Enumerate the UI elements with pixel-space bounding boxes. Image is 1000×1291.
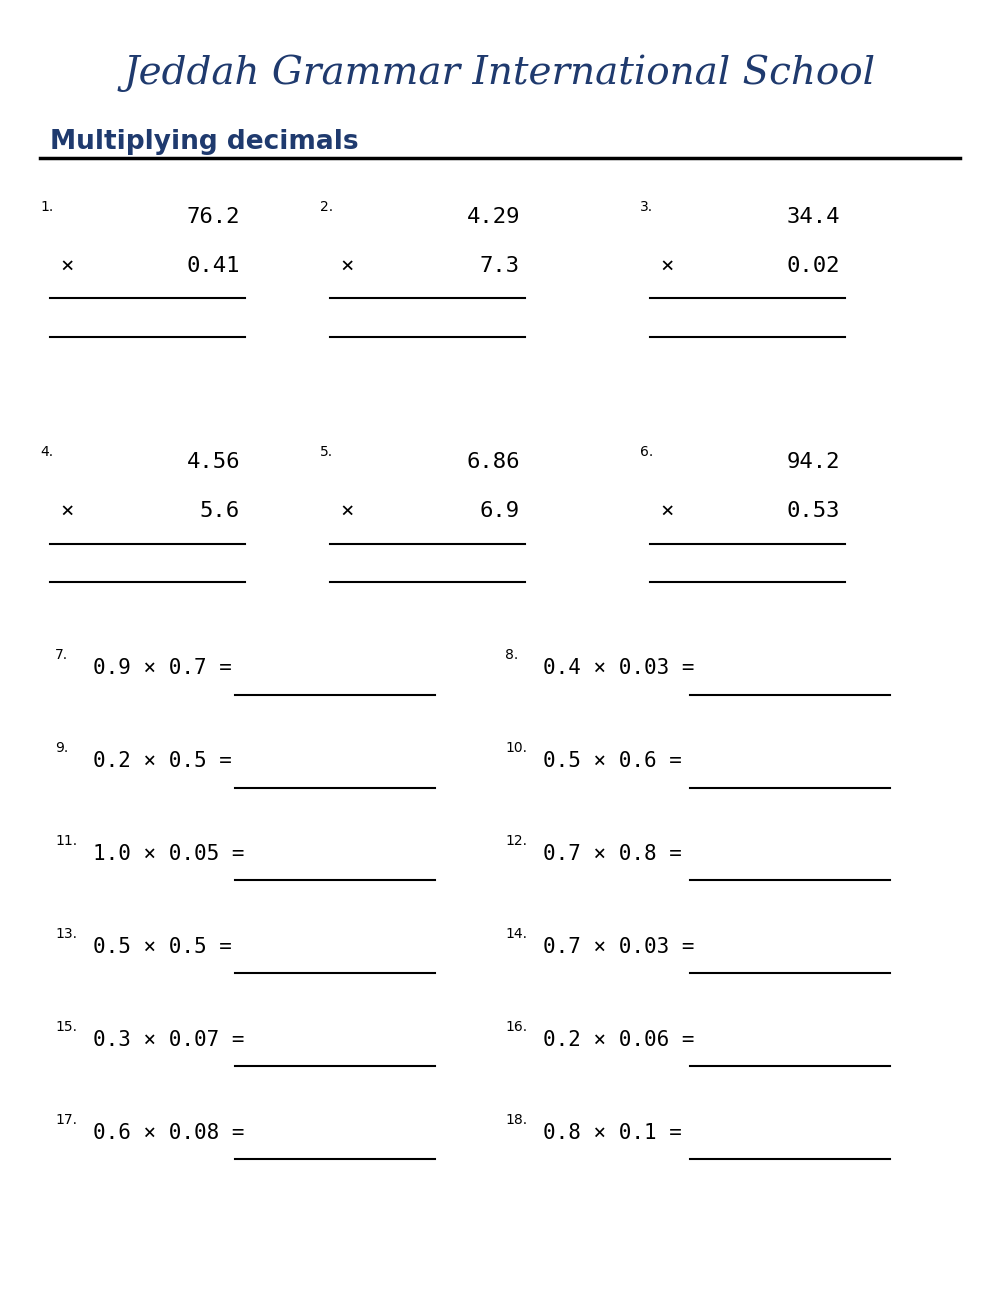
Text: 6.9: 6.9 (480, 501, 520, 520)
Text: 0.3 × 0.07 =: 0.3 × 0.07 = (93, 1030, 244, 1050)
Text: 34.4: 34.4 (786, 207, 840, 226)
Text: 0.7 × 0.03 =: 0.7 × 0.03 = (543, 937, 694, 957)
Text: 76.2: 76.2 (186, 207, 240, 226)
Text: 13.: 13. (55, 927, 77, 941)
Text: 4.56: 4.56 (186, 452, 240, 471)
Text: ×: × (340, 501, 353, 520)
Text: Jeddah Grammar International School: Jeddah Grammar International School (124, 54, 876, 92)
Text: 14.: 14. (505, 927, 527, 941)
Text: 7.3: 7.3 (480, 256, 520, 275)
Text: 0.6 × 0.08 =: 0.6 × 0.08 = (93, 1123, 244, 1143)
Text: 5.: 5. (320, 445, 333, 460)
Text: 8.: 8. (505, 648, 518, 662)
Text: 94.2: 94.2 (786, 452, 840, 471)
Text: 9.: 9. (55, 741, 68, 755)
Text: 16.: 16. (505, 1020, 527, 1034)
Text: 5.6: 5.6 (200, 501, 240, 520)
Text: 10.: 10. (505, 741, 527, 755)
Text: 0.53: 0.53 (786, 501, 840, 520)
Text: 0.9 × 0.7 =: 0.9 × 0.7 = (93, 658, 232, 678)
Text: 0.5 × 0.6 =: 0.5 × 0.6 = (543, 751, 682, 771)
Text: 1.0 × 0.05 =: 1.0 × 0.05 = (93, 844, 244, 864)
Text: 4.: 4. (40, 445, 53, 460)
Text: 1.: 1. (40, 200, 53, 214)
Text: Multiplying decimals: Multiplying decimals (50, 129, 359, 155)
Text: 3.: 3. (640, 200, 653, 214)
Text: 0.5 × 0.5 =: 0.5 × 0.5 = (93, 937, 232, 957)
Text: ×: × (660, 256, 673, 275)
Text: 6.86: 6.86 (466, 452, 520, 471)
Text: 18.: 18. (505, 1113, 527, 1127)
Text: 0.2 × 0.06 =: 0.2 × 0.06 = (543, 1030, 694, 1050)
Text: ×: × (340, 256, 353, 275)
Text: 15.: 15. (55, 1020, 77, 1034)
Text: 4.29: 4.29 (466, 207, 520, 226)
Text: 2.: 2. (320, 200, 333, 214)
Text: 11.: 11. (55, 834, 77, 848)
Text: 0.02: 0.02 (786, 256, 840, 275)
Text: ×: × (60, 501, 73, 520)
Text: 17.: 17. (55, 1113, 77, 1127)
Text: 12.: 12. (505, 834, 527, 848)
Text: 0.41: 0.41 (186, 256, 240, 275)
Text: 7.: 7. (55, 648, 68, 662)
Text: 0.7 × 0.8 =: 0.7 × 0.8 = (543, 844, 682, 864)
Text: ×: × (660, 501, 673, 520)
Text: 0.4 × 0.03 =: 0.4 × 0.03 = (543, 658, 694, 678)
Text: ×: × (60, 256, 73, 275)
Text: 6.: 6. (640, 445, 653, 460)
Text: 0.8 × 0.1 =: 0.8 × 0.1 = (543, 1123, 682, 1143)
Text: 0.2 × 0.5 =: 0.2 × 0.5 = (93, 751, 232, 771)
